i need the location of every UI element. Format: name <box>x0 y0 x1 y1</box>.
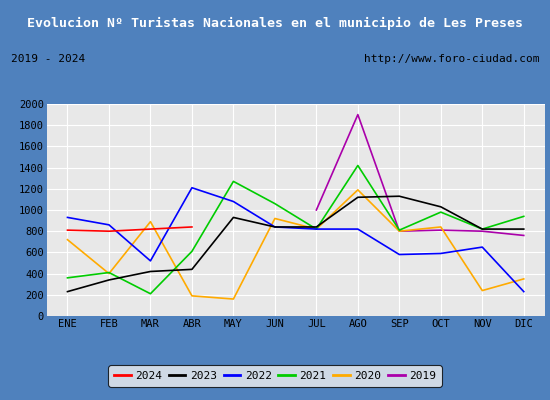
Text: Evolucion Nº Turistas Nacionales en el municipio de Les Preses: Evolucion Nº Turistas Nacionales en el m… <box>27 16 523 30</box>
Text: 2019 - 2024: 2019 - 2024 <box>11 54 85 64</box>
Legend: 2024, 2023, 2022, 2021, 2020, 2019: 2024, 2023, 2022, 2021, 2020, 2019 <box>108 366 442 386</box>
Text: http://www.foro-ciudad.com: http://www.foro-ciudad.com <box>364 54 539 64</box>
